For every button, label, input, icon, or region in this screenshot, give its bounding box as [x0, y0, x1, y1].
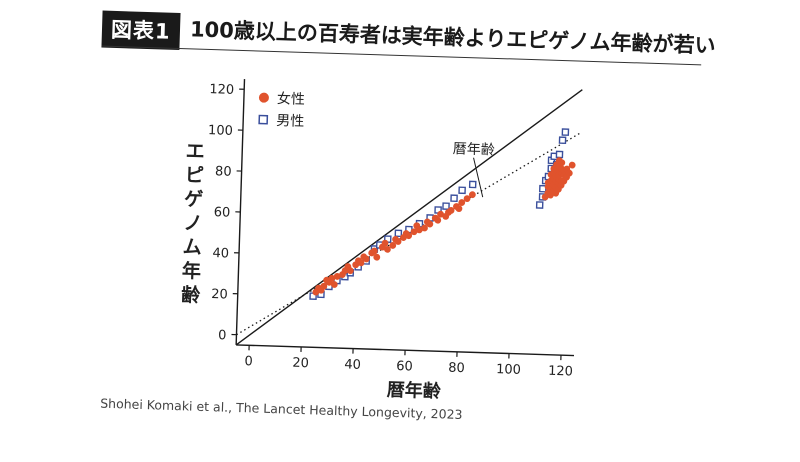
- data-point-male: [562, 129, 568, 135]
- legend-marker-male: [259, 116, 267, 124]
- x-tick-label: 60: [396, 359, 413, 375]
- figure-title: 100歳以上の百寿者は実年齢よりエピゲノム年齢が若い: [190, 13, 716, 60]
- x-tick-label: 40: [344, 357, 361, 373]
- y-tick-label: 80: [215, 164, 232, 180]
- y-axis-label-char: ピ: [181, 163, 208, 188]
- data-point-male: [459, 187, 465, 193]
- data-point-male: [537, 202, 543, 208]
- y-axis-label-char: 齢: [177, 283, 204, 308]
- y-axis-label-char: エ: [182, 139, 209, 164]
- data-point-male: [559, 137, 565, 143]
- data-point-male: [470, 181, 476, 187]
- data-point-male: [556, 151, 562, 157]
- legend-marker-female: [259, 93, 269, 103]
- x-tick-label: 20: [292, 356, 309, 372]
- y-axis-label-char: ム: [179, 235, 206, 260]
- data-point-male: [443, 203, 449, 209]
- y-tick-label: 40: [212, 246, 229, 262]
- x-tick-label: 100: [496, 362, 521, 378]
- x-tick-label: 80: [448, 361, 465, 377]
- y-axis-label: エピゲノム年齢: [177, 139, 208, 308]
- fit-line-label: 暦年齢: [453, 141, 495, 158]
- y-tick-label: 20: [211, 287, 228, 303]
- data-point-male: [395, 230, 401, 236]
- x-tick-label: 120: [548, 364, 573, 380]
- y-tick-label: 0: [218, 328, 227, 343]
- x-tick-label: 0: [244, 354, 253, 369]
- data-point-male: [451, 195, 457, 201]
- x-axis-label: 暦年齢: [386, 379, 442, 403]
- y-axis-label-char: 年: [178, 259, 205, 284]
- y-tick-label: 60: [214, 205, 231, 221]
- y-tick-label: 100: [208, 123, 233, 139]
- figure-label: 図表1: [101, 11, 180, 50]
- y-tick-label: 120: [209, 82, 234, 98]
- y-axis-label-char: ゲ: [180, 187, 207, 212]
- legend-label-male: 男性: [276, 113, 304, 130]
- legend-label-female: 女性: [277, 90, 306, 108]
- y-axis-label-char: ノ: [180, 211, 207, 236]
